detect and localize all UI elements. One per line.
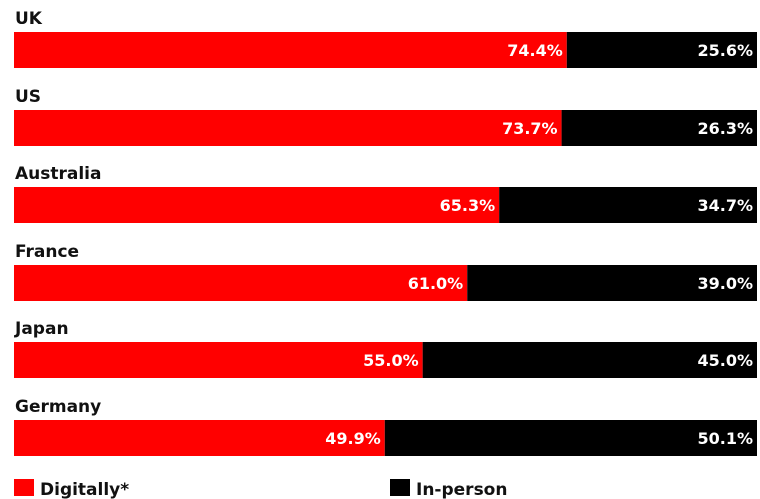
- bar-digitally-japan: [14, 342, 423, 378]
- value-label-in-person-australia: 34.7%: [697, 196, 753, 215]
- value-label-digitally-japan: 55.0%: [363, 351, 419, 370]
- category-label-australia: Australia: [15, 164, 102, 184]
- category-label-uk: UK: [15, 9, 43, 29]
- legend-swatch-in-person: [390, 479, 410, 496]
- bar-in-person-uk: [566, 32, 757, 68]
- category-label-germany: Germany: [15, 397, 101, 417]
- bar-digitally-australia: [14, 187, 500, 223]
- category-label-france: France: [15, 242, 79, 262]
- category-label-us: US: [15, 87, 41, 107]
- bar-in-person-germany: [384, 420, 757, 456]
- value-label-in-person-uk: 25.6%: [697, 41, 753, 60]
- bar-in-person-us: [561, 110, 757, 146]
- bar-digitally-france: [14, 265, 468, 301]
- category-label-japan: Japan: [14, 319, 69, 339]
- value-label-digitally-france: 61.0%: [408, 274, 464, 293]
- bar-digitally-germany: [14, 420, 385, 456]
- legend-label-digitally: Digitally*: [40, 480, 129, 499]
- bar-in-person-japan: [422, 342, 757, 378]
- value-label-digitally-australia: 65.3%: [440, 196, 496, 215]
- value-label-in-person-japan: 45.0%: [697, 351, 753, 370]
- legend-swatch-digitally: [14, 479, 34, 496]
- value-label-in-person-us: 26.3%: [697, 119, 753, 138]
- value-label-in-person-france: 39.0%: [697, 274, 753, 293]
- legend: Digitally* In-person: [14, 479, 507, 499]
- chart-rows: UK 74.4% 25.6% US 73.7% 26.3% Australia 65.3% 34…: [14, 9, 757, 456]
- value-label-digitally-uk: 74.4%: [507, 41, 563, 60]
- bar-in-person-france: [467, 265, 757, 301]
- value-label-digitally-us: 73.7%: [502, 119, 558, 138]
- value-label-digitally-germany: 49.9%: [325, 429, 381, 448]
- bar-in-person-australia: [499, 187, 757, 223]
- value-label-in-person-germany: 50.1%: [697, 429, 753, 448]
- bar-digitally-uk: [14, 32, 567, 68]
- bar-digitally-us: [14, 110, 562, 146]
- legend-label-in-person: In-person: [416, 480, 507, 499]
